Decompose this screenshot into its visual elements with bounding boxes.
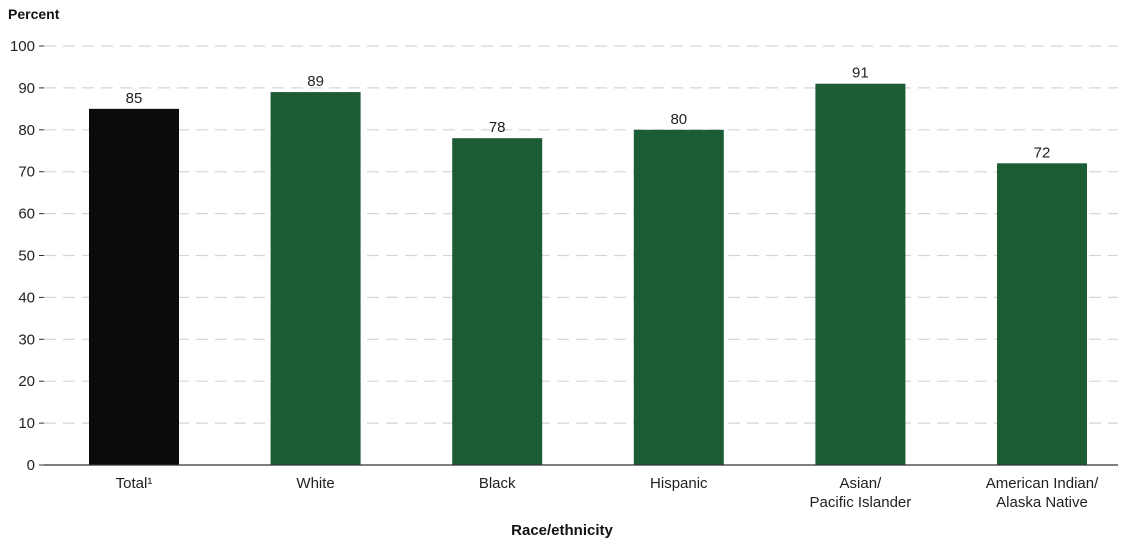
y-axis-title: Percent	[8, 6, 60, 22]
x-tick-label: Alaska Native	[996, 494, 1088, 511]
bar	[452, 138, 543, 465]
bars	[89, 83, 1087, 466]
data-label: 85	[126, 90, 143, 107]
data-label: 72	[1034, 144, 1051, 161]
y-tick-label: 50	[18, 248, 35, 265]
bar	[89, 108, 179, 465]
data-label: 80	[670, 111, 687, 128]
x-axis-ticks: Total¹ White Black Hispanic Asian/Pacific Is…	[116, 475, 1099, 511]
x-tick-label: Pacific Islander	[810, 494, 912, 511]
y-tick-label: 60	[18, 206, 35, 223]
y-tick-label: 40	[18, 289, 35, 306]
x-tick-label: Black	[479, 475, 516, 492]
x-tick-label: Asian/	[840, 475, 883, 492]
y-tick-label: 30	[18, 331, 35, 348]
y-tick-label: 20	[18, 373, 35, 390]
y-tick-label: 80	[18, 122, 35, 139]
x-tick-label: White	[296, 475, 334, 492]
x-tick-label: Hispanic	[650, 475, 708, 492]
bar	[997, 163, 1087, 465]
data-label: 91	[852, 65, 869, 82]
y-tick-label: 10	[18, 415, 35, 432]
y-tick-label: 70	[18, 164, 35, 181]
data-labels: 85 89 78 80 91 72	[126, 65, 1051, 162]
x-tick-label: Total¹	[116, 475, 153, 492]
y-tick-label: 0	[27, 457, 35, 474]
bar	[633, 129, 724, 466]
x-tick-label: American Indian/	[986, 475, 1099, 492]
data-label: 89	[307, 73, 324, 90]
gridlines	[44, 45, 1118, 424]
bar	[815, 83, 906, 466]
y-axis-ticks: 0 10 20 30 40 50 60 70 80 90 100	[10, 38, 44, 474]
y-tick-label: 100	[10, 38, 35, 55]
y-tick-label: 90	[18, 80, 35, 97]
data-label: 78	[489, 119, 506, 136]
x-axis-title: Race/ethnicity	[511, 522, 613, 539]
bar	[270, 92, 361, 465]
